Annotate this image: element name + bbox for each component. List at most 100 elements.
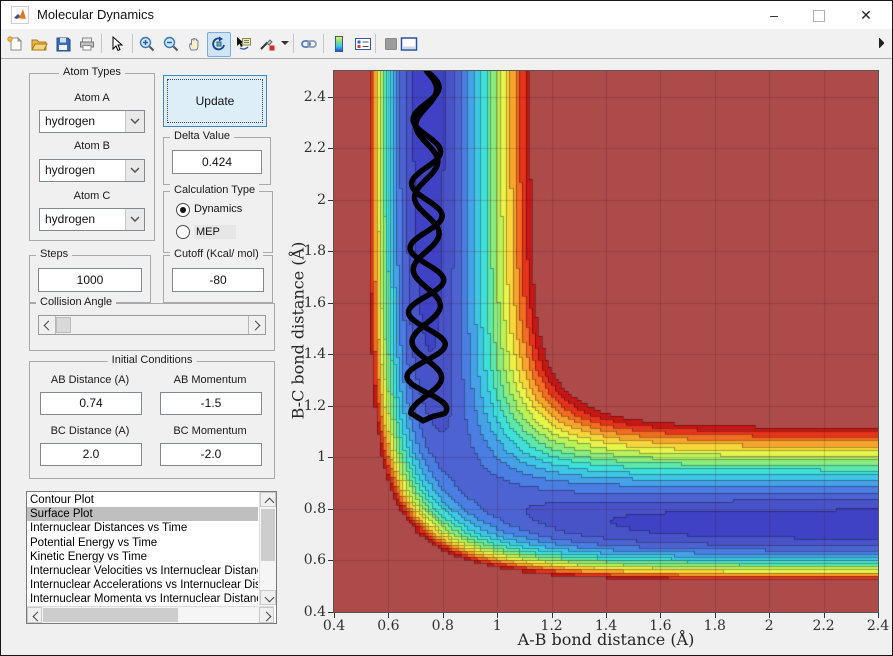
pan-button[interactable] bbox=[183, 32, 207, 57]
list-item[interactable]: Contour Plot bbox=[30, 494, 94, 506]
xtick-mark bbox=[442, 613, 444, 618]
insert-colorbar-button[interactable] bbox=[327, 32, 351, 57]
toolbar-separator bbox=[132, 34, 133, 53]
xtick-mark bbox=[823, 613, 825, 618]
list-item[interactable]: Kinetic Energy vs Time bbox=[30, 550, 147, 563]
ytick-label: 2.2 bbox=[303, 140, 326, 157]
delta-value-field[interactable]: 0.424 bbox=[172, 150, 262, 174]
initial-conditions-title: Initial Conditions bbox=[107, 354, 197, 366]
list-item[interactable]: Potential Energy vs Time bbox=[30, 536, 158, 549]
scroll-up-button[interactable] bbox=[260, 492, 276, 508]
ab-momentum-field[interactable]: -1.5 bbox=[160, 392, 262, 415]
bc-momentum-field[interactable]: -2.0 bbox=[160, 443, 262, 466]
minimize-button[interactable]: – bbox=[770, 7, 778, 23]
rotate-3d-button[interactable] bbox=[207, 32, 231, 57]
delta-value-group: Delta Value 0.424 bbox=[163, 130, 271, 185]
atom-b-dropdown[interactable]: hydrogen bbox=[39, 159, 145, 182]
atom-a-label: Atom A bbox=[74, 92, 110, 104]
zoom-in-button[interactable] bbox=[135, 32, 159, 57]
new-figure-button[interactable] bbox=[3, 32, 27, 57]
radio-dynamics[interactable]: Dynamics bbox=[176, 202, 266, 218]
atom-c-value: hydrogen bbox=[45, 212, 96, 226]
ytick-label: 2 bbox=[317, 191, 326, 208]
dropdown-button[interactable] bbox=[125, 160, 144, 181]
steps-field[interactable]: 1000 bbox=[38, 268, 142, 292]
xtick-mark bbox=[878, 613, 879, 618]
insert-legend-button[interactable] bbox=[351, 32, 375, 57]
slider-thumb[interactable] bbox=[56, 317, 71, 333]
dropdown-button[interactable] bbox=[125, 209, 144, 230]
hide-plot-tools-button[interactable] bbox=[379, 32, 403, 57]
chevron-down-icon bbox=[130, 216, 140, 222]
floppy-disk-icon bbox=[56, 37, 71, 52]
scrollbar-thumb[interactable] bbox=[43, 608, 178, 622]
scroll-down-button[interactable] bbox=[260, 590, 276, 605]
scroll-right-button[interactable] bbox=[259, 607, 274, 623]
zoom-out-button[interactable] bbox=[159, 32, 183, 57]
ytick-mark bbox=[328, 354, 333, 356]
save-figure-button[interactable] bbox=[51, 32, 75, 57]
maximize-icon bbox=[813, 10, 825, 22]
x-axis-label: A-B bond distance (Å) bbox=[517, 630, 695, 649]
xtick-label: 0.6 bbox=[377, 618, 400, 634]
horizontal-scrollbar[interactable] bbox=[27, 606, 274, 623]
atom-a-value: hydrogen bbox=[45, 114, 96, 128]
ytick-mark bbox=[328, 508, 333, 510]
show-plot-tools-button[interactable] bbox=[397, 32, 421, 57]
slider-left-button[interactable] bbox=[39, 316, 56, 334]
chevron-left-icon bbox=[32, 611, 43, 622]
xtick-label: 1.2 bbox=[540, 618, 563, 634]
radio-mep[interactable]: MEP bbox=[176, 224, 266, 240]
chevron-right-icon bbox=[250, 320, 261, 331]
brush-data-button[interactable] bbox=[255, 32, 279, 57]
maximize-button[interactable] bbox=[796, 1, 840, 29]
list-item[interactable]: Internuclear Distances vs Time bbox=[30, 522, 188, 535]
ytick-mark bbox=[328, 251, 333, 253]
link-plot-button[interactable] bbox=[297, 32, 321, 57]
matlab-app-icon bbox=[11, 6, 29, 24]
edit-plot-button[interactable] bbox=[104, 32, 128, 57]
list-item[interactable]: Internuclear Velocities vs Internuclear … bbox=[30, 564, 258, 577]
ytick-label: 1.4 bbox=[303, 346, 326, 363]
ytick-label: 2.4 bbox=[303, 88, 326, 105]
list-item[interactable]: Internuclear Accelerations vs Internucle… bbox=[30, 579, 258, 592]
hide-plot-tools-icon bbox=[385, 38, 397, 50]
close-button[interactable]: ✕ bbox=[860, 7, 872, 23]
print-figure-button[interactable] bbox=[75, 32, 99, 57]
vertical-scrollbar[interactable] bbox=[259, 492, 276, 605]
ab-distance-label: AB Distance (A) bbox=[50, 374, 130, 386]
list-item[interactable]: Surface Plot bbox=[27, 507, 258, 522]
cutoff-title: Cutoff (Kcal/ mol) bbox=[170, 248, 263, 260]
plot-type-listbox[interactable]: Contour Plot Surface Plot Internuclear Dis… bbox=[26, 491, 277, 624]
scroll-left-button[interactable] bbox=[27, 607, 43, 623]
xtick-mark bbox=[769, 613, 771, 618]
toolbar-overflow-chevron[interactable] bbox=[874, 38, 884, 48]
collision-angle-slider[interactable] bbox=[38, 315, 266, 335]
cutoff-field[interactable]: -80 bbox=[172, 268, 264, 292]
open-file-button[interactable] bbox=[27, 32, 51, 57]
list-item[interactable]: Internuclear Momenta vs Internuclear Dis… bbox=[30, 593, 258, 606]
brush-dropdown-arrow[interactable] bbox=[281, 41, 289, 45]
xtick-label: 0.8 bbox=[431, 618, 454, 634]
steps-group: Steps 1000 bbox=[29, 248, 151, 303]
collision-angle-group: Collision Angle bbox=[29, 296, 275, 351]
atom-a-dropdown[interactable]: hydrogen bbox=[39, 110, 145, 133]
contour-plot-axes[interactable] bbox=[333, 70, 879, 613]
scrollbar-thumb[interactable] bbox=[261, 509, 275, 561]
data-cursor-button[interactable] bbox=[231, 32, 255, 57]
atom-c-dropdown[interactable]: hydrogen bbox=[39, 208, 145, 231]
atom-c-label: Atom C bbox=[73, 190, 111, 202]
chevron-up-icon bbox=[264, 497, 275, 508]
atom-b-label: Atom B bbox=[73, 140, 111, 152]
dropdown-button[interactable] bbox=[125, 111, 144, 132]
chevron-down-icon bbox=[130, 118, 140, 124]
slider-right-button[interactable] bbox=[248, 316, 265, 334]
xtick-mark bbox=[551, 613, 553, 618]
ab-distance-field[interactable]: 0.74 bbox=[40, 392, 142, 415]
contour-surface-canvas[interactable] bbox=[334, 71, 878, 612]
bc-distance-field[interactable]: 2.0 bbox=[40, 443, 142, 466]
update-button[interactable]: Update bbox=[163, 75, 267, 127]
ytick-label: 0.8 bbox=[303, 500, 326, 517]
toolbar-separator bbox=[293, 34, 294, 53]
chevron-left-icon bbox=[43, 320, 54, 331]
